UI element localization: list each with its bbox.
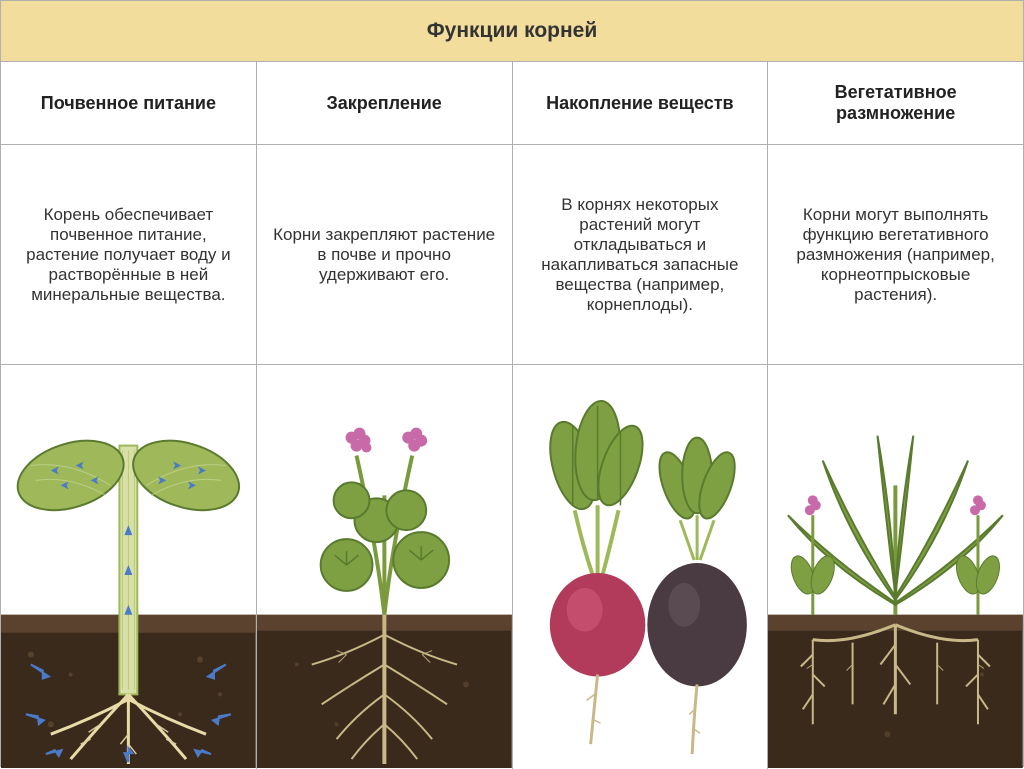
col-desc-3: Корни могут выполнять функцию вегетативн…	[768, 145, 1023, 364]
illustration-soil-nutrition	[1, 365, 257, 769]
col-header-0: Почвенное питание	[1, 62, 257, 144]
root-functions-table: Функции корней Почвенное питание Закрепл…	[0, 0, 1024, 767]
col-desc-1: Корни закрепляют растение в почве и проч…	[257, 145, 513, 364]
col-header-3: Вегетативное размножение	[768, 62, 1023, 144]
col-desc-2: В корнях некоторых растений могут отклад…	[513, 145, 769, 364]
description-row: Корень обеспечивает почвенное питание, р…	[1, 145, 1023, 365]
illustration-row	[1, 365, 1023, 769]
illustration-anchoring	[257, 365, 513, 769]
illustration-vegetative	[768, 365, 1023, 769]
col-desc-0: Корень обеспечивает почвенное питание, р…	[1, 145, 257, 364]
col-header-1: Закрепление	[257, 62, 513, 144]
col-header-2: Накопление веществ	[513, 62, 769, 144]
illustration-storage	[513, 365, 769, 769]
table-title: Функции корней	[1, 1, 1023, 62]
header-row: Почвенное питание Закрепление Накопление…	[1, 62, 1023, 145]
